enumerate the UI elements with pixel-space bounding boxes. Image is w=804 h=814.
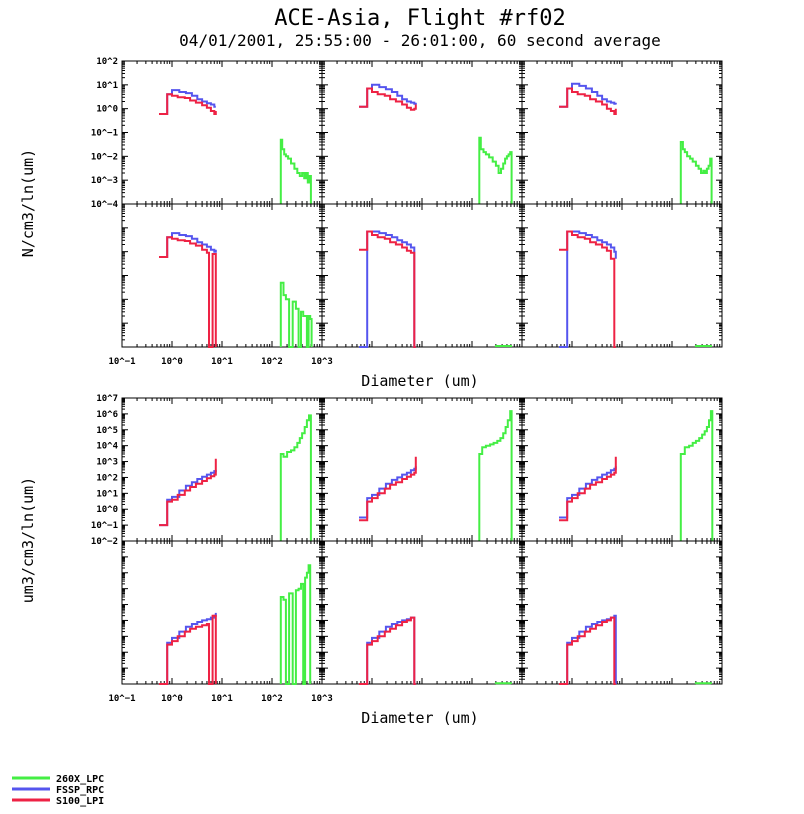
y-tick-label: 10^−3 [91,176,118,186]
panel-frame [521,540,723,685]
number_plot-panel-5 [321,203,523,348]
series-fssp [159,469,217,527]
y-tick-label: 10^7 [96,394,118,404]
series-lpc [279,281,313,348]
chart-title: ACE-Asia, Flight #rf02 [274,6,565,31]
series-s100 [159,614,217,685]
series-lpc [279,414,312,541]
series-fssp [559,82,617,108]
series-s100 [159,93,217,115]
series-lpc [494,345,512,347]
series-s100 [559,456,617,522]
series-fssp [559,230,617,348]
volume_plot-panel-4: 10^−1 10^0 10^1 10^2 10^3 [108,540,333,704]
x-tick-label: 10^3 [311,357,333,367]
panel-frame [121,397,323,542]
series-s100 [559,87,617,115]
series-s100 [559,616,616,685]
series-lpc [679,410,714,541]
x-tick-label: 10^1 [211,694,233,704]
series-lpc [679,141,713,204]
panel-frame [321,540,523,685]
legend-label: S100_LPI [56,796,104,807]
volume_plot-panel-6 [521,540,723,685]
series-s100 [359,87,417,111]
y-tick-label: 10^−4 [91,200,119,210]
number-ylabel: N/cm3/ln(um) [19,149,37,257]
volume_plot-panel-1: 10^7 10^6 10^5 10^4 10^3 10^2 10^1 10^0 10^−1 10^… [91,394,323,547]
y-tick-label: 10^1 [96,489,118,499]
series-s100 [359,616,416,685]
number_plot-panel-6 [521,203,723,348]
number_plot-panel-3 [521,60,723,205]
series-lpc [694,682,712,685]
number_plot-panel-2 [321,60,523,205]
series-s100 [159,236,217,348]
y-tick-label: 10^2 [96,473,118,483]
legend-label: 260X_LPC [56,774,104,785]
series-lpc [279,564,312,685]
panel-frame [521,60,723,205]
y-tick-label: 10^−2 [91,537,118,547]
y-tick-label: 10^−1 [91,129,118,139]
x-tick-label: 10^2 [261,694,283,704]
x-tick-label: 10^0 [161,357,183,367]
panel-frame [321,60,523,205]
series-s100 [359,456,417,522]
x-tick-label: 10^0 [161,694,183,704]
panel-frame [521,203,723,348]
panel-frame [521,397,723,542]
panel-frame [321,397,523,542]
chart-subtitle: 04/01/2001, 25:55:00 - 26:01:00, 60 seco… [179,31,661,50]
panel-frame [321,203,523,348]
y-tick-label: 10^1 [96,81,118,91]
x-tick-label: 10^1 [211,357,233,367]
series-s100 [559,230,616,348]
y-tick-label: 10^−2 [91,152,118,162]
volume_plot-panel-3 [521,397,723,542]
series-fssp [159,89,216,115]
y-tick-label: 10^2 [96,57,118,67]
series-lpc [478,136,513,204]
x-tick-label: 10^−1 [108,357,135,367]
legend-label: FSSP_RPC [56,785,104,796]
y-tick-label: 10^4 [96,442,118,452]
series-s100 [159,458,217,527]
series-s100 [359,230,416,348]
y-tick-label: 10^0 [96,505,118,515]
series-fssp [359,230,416,348]
number-xlabel: Diameter (um) [361,372,478,390]
number_plot-panel-1: 10^2 10^1 10^0 10^−1 10^−2 10^−3 10^−4 [91,57,323,210]
series-fssp [359,466,417,519]
panel-frame [121,60,323,205]
y-tick-label: 10^0 [96,105,118,115]
volume_plot-panel-5 [321,540,523,685]
x-tick-label: 10^2 [261,357,283,367]
volume_plot-plot: 10^710^610^510^410^310^210^110^010^−110^… [91,394,723,704]
y-tick-label: 10^5 [96,426,118,436]
number_plot-panel-4: 10^−1 10^0 10^1 10^2 10^3 [108,203,333,367]
series-fssp [159,232,217,258]
series-lpc [279,138,312,204]
series-fssp [559,466,617,519]
series-lpc [494,682,512,685]
series-lpc [694,345,712,347]
volume-xlabel: Diameter (um) [361,709,478,727]
series-fssp [359,83,417,108]
volume-ylabel: um3/cm3/ln(um) [19,477,37,603]
x-tick-label: 10^3 [311,694,333,704]
volume_plot-panel-2 [321,397,523,542]
number_plot-plot: 10^210^110^010^−110^−210^−310^−410^−1 10^… [91,57,723,367]
y-tick-label: 10^6 [96,410,118,420]
x-tick-label: 10^−1 [108,694,135,704]
y-tick-label: 10^3 [96,458,118,468]
y-tick-label: 10^−1 [91,521,118,531]
series-lpc [478,410,513,541]
